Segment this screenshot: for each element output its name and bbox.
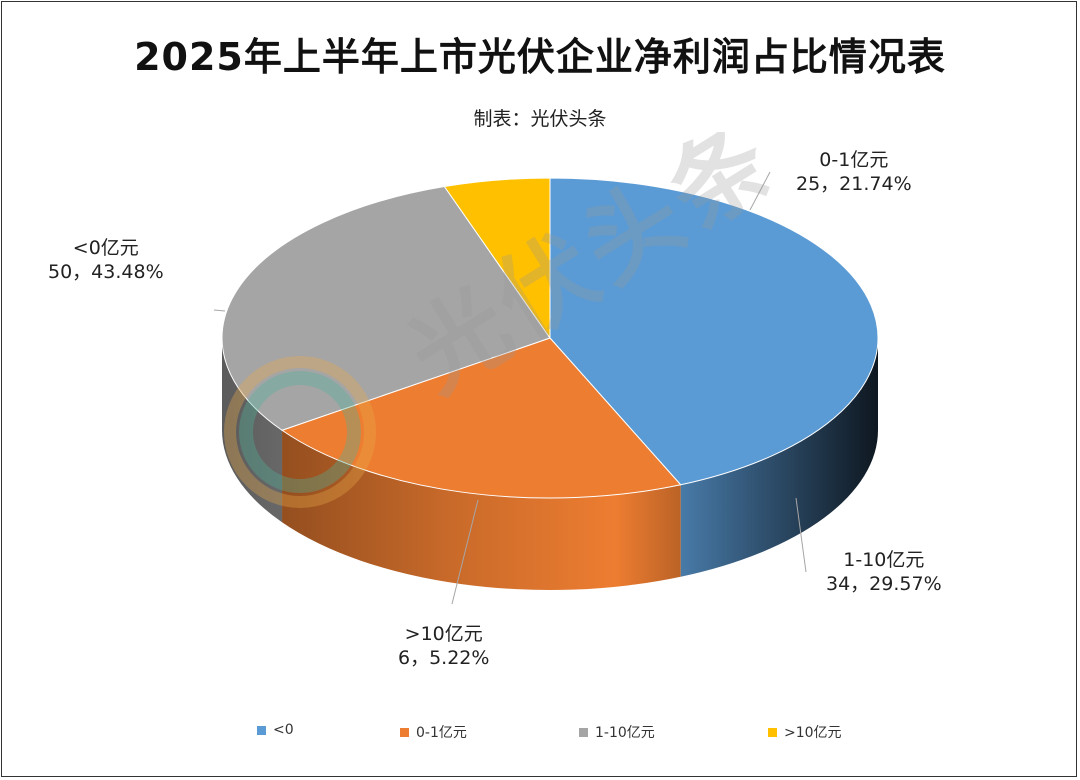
- legend-label: 1-10亿元: [595, 725, 655, 741]
- legend-label: >10亿元: [784, 725, 842, 741]
- legend-item-0-1: 0-1亿元: [400, 722, 467, 742]
- chart-subtitle: 制表：光伏头条: [473, 108, 607, 130]
- legend-label: <0: [273, 722, 294, 738]
- slice-gt10: [443, 177, 551, 340]
- legend-swatch: [579, 727, 588, 737]
- legend-item-1-10: 1-10亿元: [579, 722, 655, 742]
- slice-1-10: [221, 185, 551, 431]
- data-label-name: >10亿元: [404, 623, 483, 645]
- leader-line-slice-1-10: [795, 497, 807, 573]
- slice-1-10-side: [222, 338, 283, 523]
- data-label-name: <0亿元: [72, 237, 139, 259]
- leader-line-slice-0-1: [749, 171, 771, 211]
- watermark-logo-icon: [224, 356, 376, 508]
- slice-lt0-side: [680, 338, 878, 577]
- legend-item-lt0: <0: [257, 722, 294, 738]
- legend-swatch: [257, 725, 266, 735]
- legend-swatch: [400, 727, 409, 737]
- data-label-value: 34，29.57%: [826, 573, 942, 595]
- data-label-name: 0-1亿元: [819, 149, 889, 171]
- data-label-name: 1-10亿元: [843, 549, 925, 571]
- chart-title: 2025年上半年上市光伏企业净利润占比情况表: [134, 35, 946, 79]
- leader-line-slice-gt10: [451, 499, 479, 605]
- slice-0-1: [280, 337, 682, 499]
- slice-0-1-side: [282, 430, 681, 590]
- chart-legend: <0 0-1亿元 1-10亿元 >10亿元: [0, 722, 1080, 746]
- legend-item-gt10: >10亿元: [768, 722, 842, 742]
- data-label-lt0: <0亿元 50，43.48%: [48, 236, 164, 284]
- leader-line-slice-lt0: [213, 309, 226, 312]
- data-label-gt10: >10亿元 6，5.22%: [398, 622, 489, 670]
- data-label-value: 50，43.48%: [48, 261, 164, 283]
- data-label-1-10: 1-10亿元 34，29.57%: [826, 548, 942, 596]
- legend-label: 0-1亿元: [416, 725, 467, 741]
- data-label-0-1: 0-1亿元 25，21.74%: [796, 148, 912, 196]
- data-label-value: 6，5.22%: [398, 647, 490, 669]
- legend-swatch: [768, 727, 777, 737]
- data-label-value: 25，21.74%: [796, 173, 912, 195]
- slice-lt0: [549, 177, 879, 486]
